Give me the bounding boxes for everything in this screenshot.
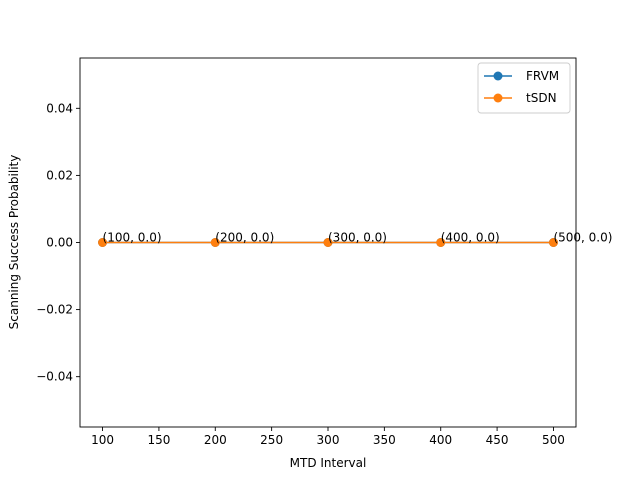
- legend: FRVM tSDN: [477, 62, 571, 114]
- data-label: (100, 0.0): [103, 231, 162, 245]
- y-axis-ticks: −0.04 −0.02 0.00 0.02 0.04: [36, 101, 80, 384]
- series-layer: [98, 238, 558, 247]
- y-axis-label: Scanning Success Probability: [7, 155, 21, 330]
- x-axis-label: MTD Interval: [290, 456, 367, 470]
- legend-label: tSDN: [526, 91, 557, 105]
- x-tick-label: 150: [147, 433, 170, 447]
- y-tick-label: −0.02: [36, 303, 73, 317]
- y-tick-label: 0.02: [46, 168, 73, 182]
- y-tick-label: 0.00: [46, 236, 73, 250]
- data-point-tsdn: [548, 238, 558, 247]
- legend-marker: [493, 71, 503, 81]
- data-label: (500, 0.0): [553, 231, 612, 245]
- data-label: (200, 0.0): [215, 231, 274, 245]
- x-tick-label: 200: [204, 433, 227, 447]
- x-axis-ticks: 100 150 200 250 300 350 400 450 500: [91, 427, 565, 447]
- data-point-tsdn: [98, 238, 108, 247]
- x-tick-label: 450: [486, 433, 509, 447]
- plot-frame: [79, 57, 577, 428]
- data-label: (300, 0.0): [328, 231, 387, 245]
- x-tick-label: 500: [542, 433, 565, 447]
- legend-marker: [493, 93, 503, 103]
- legend-label: FRVM: [526, 69, 559, 83]
- x-tick-label: 350: [373, 433, 396, 447]
- data-point-tsdn: [210, 238, 220, 247]
- data-label: (400, 0.0): [441, 231, 500, 245]
- y-tick-label: 0.04: [46, 101, 73, 115]
- annotation-layer: (100, 0.0) (200, 0.0) (300, 0.0) (400, 0.0)…: [103, 231, 613, 245]
- x-tick-label: 100: [91, 433, 114, 447]
- x-tick-label: 250: [260, 433, 283, 447]
- data-point-tsdn: [436, 238, 446, 247]
- y-tick-label: −0.04: [36, 370, 73, 384]
- data-point-tsdn: [323, 238, 333, 247]
- x-tick-label: 400: [429, 433, 452, 447]
- x-tick-label: 300: [317, 433, 340, 447]
